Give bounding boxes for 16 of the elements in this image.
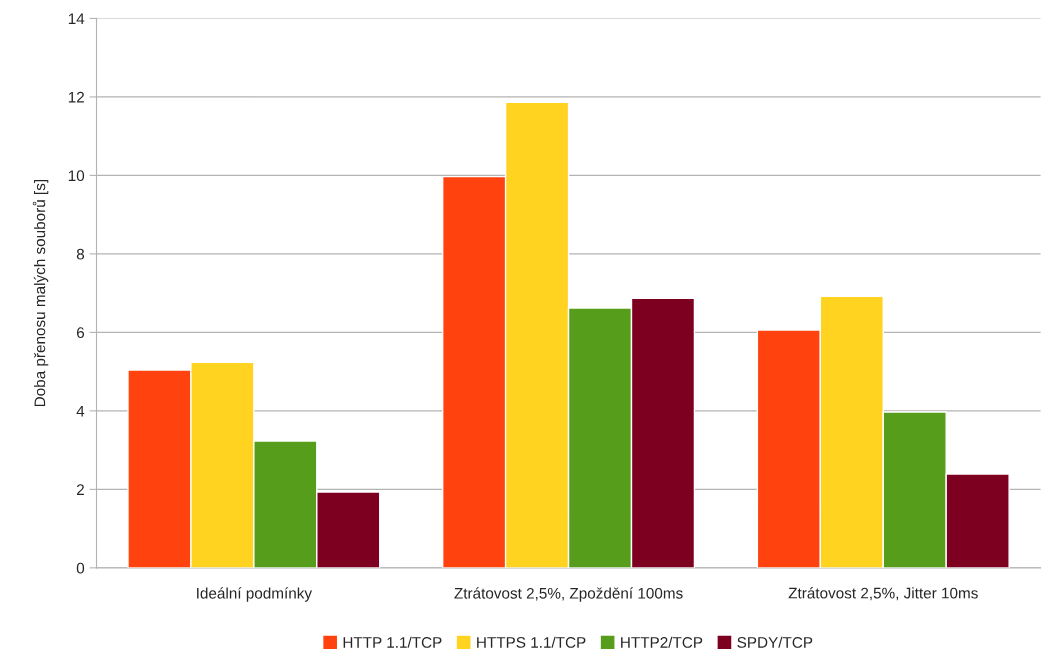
y-tick-label: 8 [76, 248, 85, 260]
y-tick-label: 14 [68, 13, 85, 24]
x-tick-label: Ztrátovost 2,5%, Zpoždění 100ms [454, 587, 683, 602]
y-tick-label: 6 [76, 327, 85, 339]
legend-label: HTTPS 1.1/TCP [477, 636, 586, 648]
y-tick-label: 10 [68, 170, 85, 182]
y-tick-label: 2 [76, 484, 84, 495]
x-tick-label: Ideální podmínky [197, 587, 313, 602]
y-tick-label: 0 [76, 562, 85, 574]
legend-label: HTTP2/TCP [621, 636, 703, 648]
legend-label: SPDY/TCP [737, 636, 813, 648]
legend-label: HTTP 1.1/TCP [343, 636, 442, 648]
x-tick-label: Ztrátovost 2,5%, Jitter 10ms [788, 587, 978, 601]
y-tick-label: 12 [68, 91, 84, 103]
y-tick-label: 4 [76, 405, 85, 417]
y-axis-title: Doba přenosu malých souborů [s] [32, 180, 49, 407]
